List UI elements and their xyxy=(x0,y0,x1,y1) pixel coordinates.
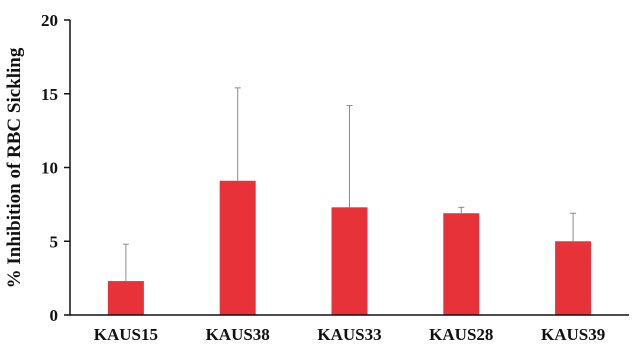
bar-kaus38 xyxy=(219,180,256,315)
x-tick-label: KAUS15 xyxy=(94,325,158,344)
bar-kaus28 xyxy=(443,213,480,315)
bars xyxy=(107,180,592,315)
x-tick-label: KAUS39 xyxy=(541,325,605,344)
bar-kaus39 xyxy=(555,241,592,315)
x-tick-label: KAUS33 xyxy=(317,325,381,344)
bar-kaus15 xyxy=(107,281,144,315)
y-tick-label: 15 xyxy=(41,85,58,104)
x-axis-tick-labels: KAUS15 KAUS38 KAUS33 KAUS28 KAUS39 xyxy=(94,325,605,344)
y-axis-ticks: 0 5 10 15 20 xyxy=(41,11,70,325)
bar-kaus33 xyxy=(331,207,368,315)
y-axis-title: % Inhibition of RBC Sickling xyxy=(4,47,25,288)
y-tick-label: 10 xyxy=(41,159,58,178)
y-tick-label: 0 xyxy=(50,306,59,325)
y-tick-label: 20 xyxy=(41,11,58,30)
y-tick-label: 5 xyxy=(50,232,59,251)
error-bars xyxy=(122,87,577,282)
x-tick-label: KAUS28 xyxy=(429,325,493,344)
x-tick-label: KAUS38 xyxy=(206,325,270,344)
